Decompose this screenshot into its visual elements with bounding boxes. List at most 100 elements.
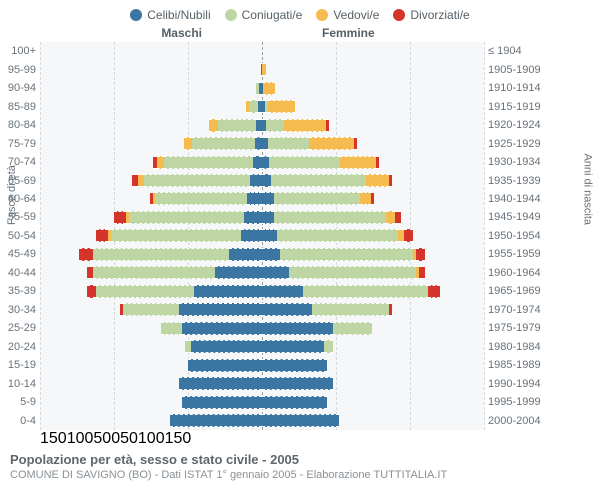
bar-row [40,171,262,189]
segment-celibi [182,396,262,409]
birth-label: 1980-1984 [484,338,560,356]
population-pyramid-chart: Celibi/NubiliConiugati/eVedovi/eDivorzia… [0,0,600,500]
birth-label: 1970-1974 [484,301,560,319]
bar-row [262,393,484,411]
segment-celibi [179,303,262,316]
age-label: 90-94 [0,79,40,97]
bar-row [40,79,262,97]
bar-row [40,411,262,429]
x-tick: 50 [93,430,111,447]
segment-coniugati [280,248,413,261]
birth-label: 1925-1929 [484,134,560,152]
segment-vedovi [157,156,164,169]
bar-row [40,264,262,282]
segment-vedovi [366,174,390,187]
birth-label: 1910-1914 [484,79,560,97]
segment-divorziati [371,192,374,205]
caption-subtitle: COMUNE DI SAVIGNO (BO) - Dati ISTAT 1° g… [10,467,590,481]
segment-celibi [262,414,339,427]
age-label: 50-54 [0,227,40,245]
birth-label: 1975-1979 [484,319,560,337]
segment-divorziati [389,174,392,187]
segment-vedovi [386,211,395,224]
x-tick: 100 [138,430,165,447]
segment-celibi [262,156,269,169]
segment-divorziati [354,137,357,150]
segment-vedovi [284,119,325,132]
legend-label: Divorziati/e [410,8,469,22]
x-tick: 150 [165,430,192,447]
segment-celibi [262,174,271,187]
header-female: Femmine [262,26,600,40]
age-label: 5-9 [0,393,40,411]
bar-row [40,153,262,171]
bar-row [262,153,484,171]
segment-divorziati [416,248,425,261]
birth-label: 1950-1954 [484,227,560,245]
segment-celibi [250,174,262,187]
birth-label: 1930-1934 [484,153,560,171]
bar-row [40,190,262,208]
segment-divorziati [428,285,440,298]
segment-coniugati [274,192,360,205]
segment-divorziati [389,303,392,316]
bar-row [40,301,262,319]
age-label: 10-14 [0,374,40,392]
male-bars-column [40,42,262,430]
birth-label: 2000-2004 [484,411,560,429]
age-label: 85-89 [0,97,40,115]
segment-coniugati [274,211,386,224]
x-tick: 0 [111,430,120,447]
bar-row [262,60,484,78]
segment-coniugati [129,211,244,224]
segment-coniugati [303,285,427,298]
age-label: 20-24 [0,338,40,356]
birth-label: 1905-1909 [484,60,560,78]
segment-divorziati [114,211,126,224]
segment-vedovi [360,192,372,205]
bar-row [262,116,484,134]
legend-label: Coniugati/e [242,8,303,22]
segment-celibi [247,192,262,205]
birth-label: 1995-1999 [484,393,560,411]
segment-vedovi [263,82,275,95]
segment-celibi [262,192,274,205]
bar-row [262,134,484,152]
age-label: 75-79 [0,134,40,152]
x-tick: 150 [40,430,67,447]
legend-label: Celibi/Nubili [147,8,210,22]
segment-celibi [262,229,277,242]
birth-label: 1915-1919 [484,97,560,115]
bar-row [40,245,262,263]
segment-vedovi [268,100,295,113]
bar-row [262,338,484,356]
segment-celibi [182,322,262,335]
segment-divorziati [96,229,108,242]
segment-celibi [262,285,303,298]
age-label: 100+ [0,42,40,60]
age-label: 40-44 [0,264,40,282]
segment-celibi [262,211,274,224]
segment-coniugati [155,192,247,205]
segment-coniugati [192,137,254,150]
segment-celibi [262,248,280,261]
legend: Celibi/NubiliConiugati/eVedovi/eDivorzia… [0,0,600,22]
segment-coniugati [289,266,416,279]
x-tick: 50 [120,430,138,447]
birth-label: 1940-1944 [484,190,560,208]
legend-item-divorziati: Divorziati/e [393,8,469,22]
segment-divorziati [404,229,413,242]
age-label: 80-84 [0,116,40,134]
plot-area: 100+95-9990-9485-8980-8475-7970-7465-696… [0,42,600,430]
segment-celibi [241,229,262,242]
birth-label: 1945-1949 [484,208,560,226]
bar-row [262,97,484,115]
age-labels-column: 100+95-9990-9485-8980-8475-7970-7465-696… [0,42,40,430]
bar-row [40,338,262,356]
segment-celibi [179,377,262,390]
segment-celibi [244,211,262,224]
bar-row [262,190,484,208]
bar-row [40,208,262,226]
segment-coniugati [249,100,258,113]
bar-row [262,319,484,337]
